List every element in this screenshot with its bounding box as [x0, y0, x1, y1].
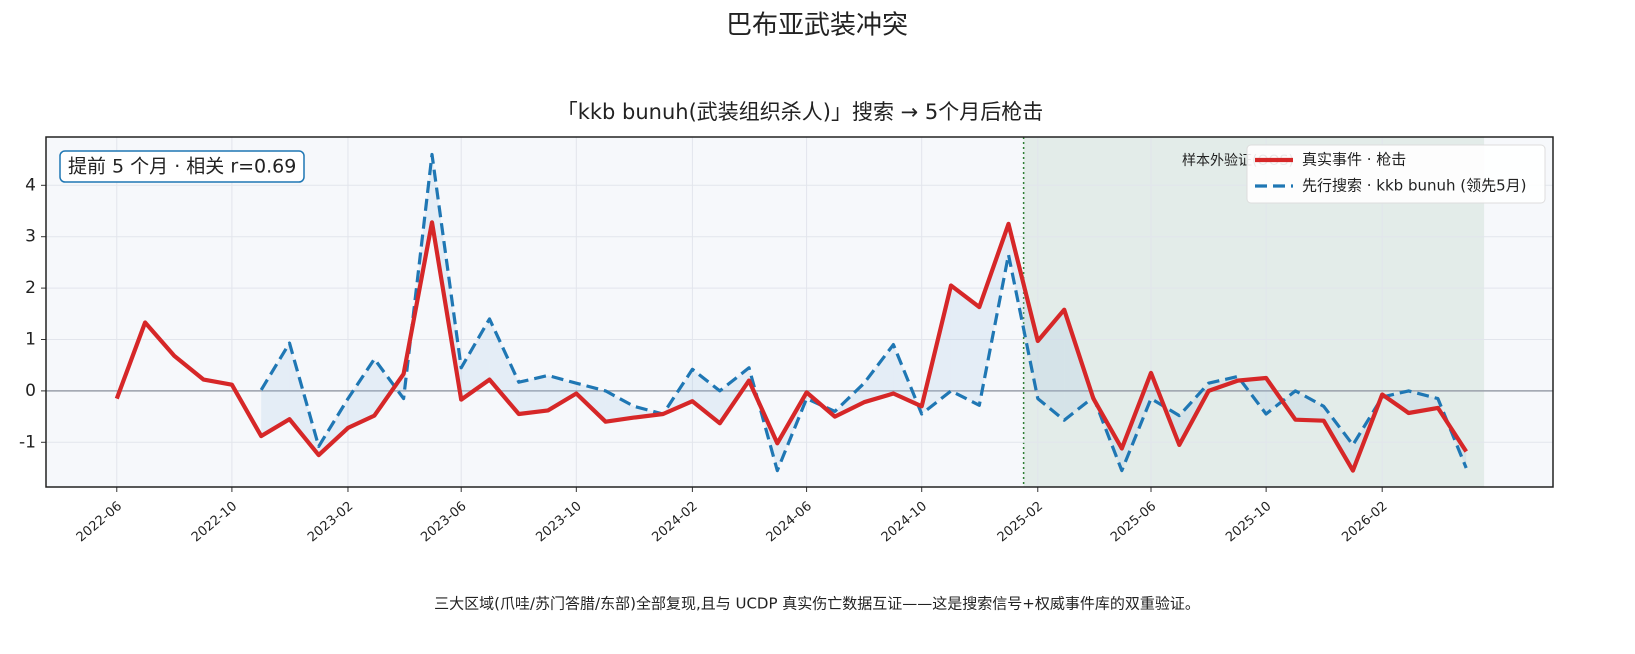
y-tick-label: 4	[25, 175, 36, 195]
y-tick-label: 1	[25, 329, 36, 349]
chart-title: 巴布亚武装冲突	[726, 11, 908, 41]
x-tick-label: 2023-10	[533, 499, 584, 545]
y-tick-label: -1	[19, 432, 36, 452]
y-tick-label: 2	[25, 278, 36, 298]
diff-fill	[950, 285, 980, 406]
x-tick-label: 2025-10	[1223, 499, 1274, 545]
x-tick-label: 2023-06	[418, 499, 469, 545]
series-line	[259, 152, 1468, 473]
chart-subtitle: 「kkb bunuh(武装组织杀人)」搜索 → 5个月后枪击	[557, 100, 1044, 124]
diff-fill	[261, 343, 290, 437]
x-tick-label: 2024-02	[649, 499, 700, 545]
diff-fill	[548, 375, 577, 411]
x-tick-label: 2022-06	[74, 499, 125, 545]
legend-label: 先行搜索 · kkb bunuh (领先5月)	[1302, 177, 1527, 195]
diff-fill	[518, 375, 549, 415]
x-tick-label: 2026-02	[1339, 499, 1390, 545]
legend-label: 真实事件 · 枪击	[1302, 151, 1406, 169]
diff-fill	[489, 318, 519, 415]
annotation: 提前 5 个月 · 相关 r=0.69	[68, 156, 296, 178]
plot-frame	[45, 136, 1554, 488]
diff-fill	[461, 318, 490, 400]
x-tick-label: 2024-06	[764, 499, 815, 545]
x-tick-label: 2022-10	[189, 499, 240, 545]
annotation-box	[59, 150, 305, 183]
x-tick-label: 2023-02	[305, 499, 356, 545]
diff-fill	[374, 359, 404, 416]
diff-fill	[692, 369, 720, 424]
y-tick-label: 3	[25, 227, 36, 247]
diff-fill	[347, 359, 375, 428]
x-tick-label: 2025-06	[1108, 499, 1159, 545]
x-tick-label: 2025-02	[995, 499, 1046, 545]
legend-box	[1246, 144, 1546, 204]
x-tick-label: 2024-10	[879, 499, 930, 545]
y-tick-label: 0	[25, 381, 36, 401]
diff-fill	[605, 390, 634, 422]
footer: 三大区域(爪哇/苏门答腊/东部)全部复现,且与 UCDP 真实伤亡数据互证——这…	[434, 595, 1200, 613]
diff-fill	[1295, 390, 1324, 421]
diff-fill	[1008, 223, 1038, 399]
diff-fill	[864, 344, 894, 403]
series-line	[114, 220, 1468, 473]
diff-fill	[1037, 309, 1065, 421]
